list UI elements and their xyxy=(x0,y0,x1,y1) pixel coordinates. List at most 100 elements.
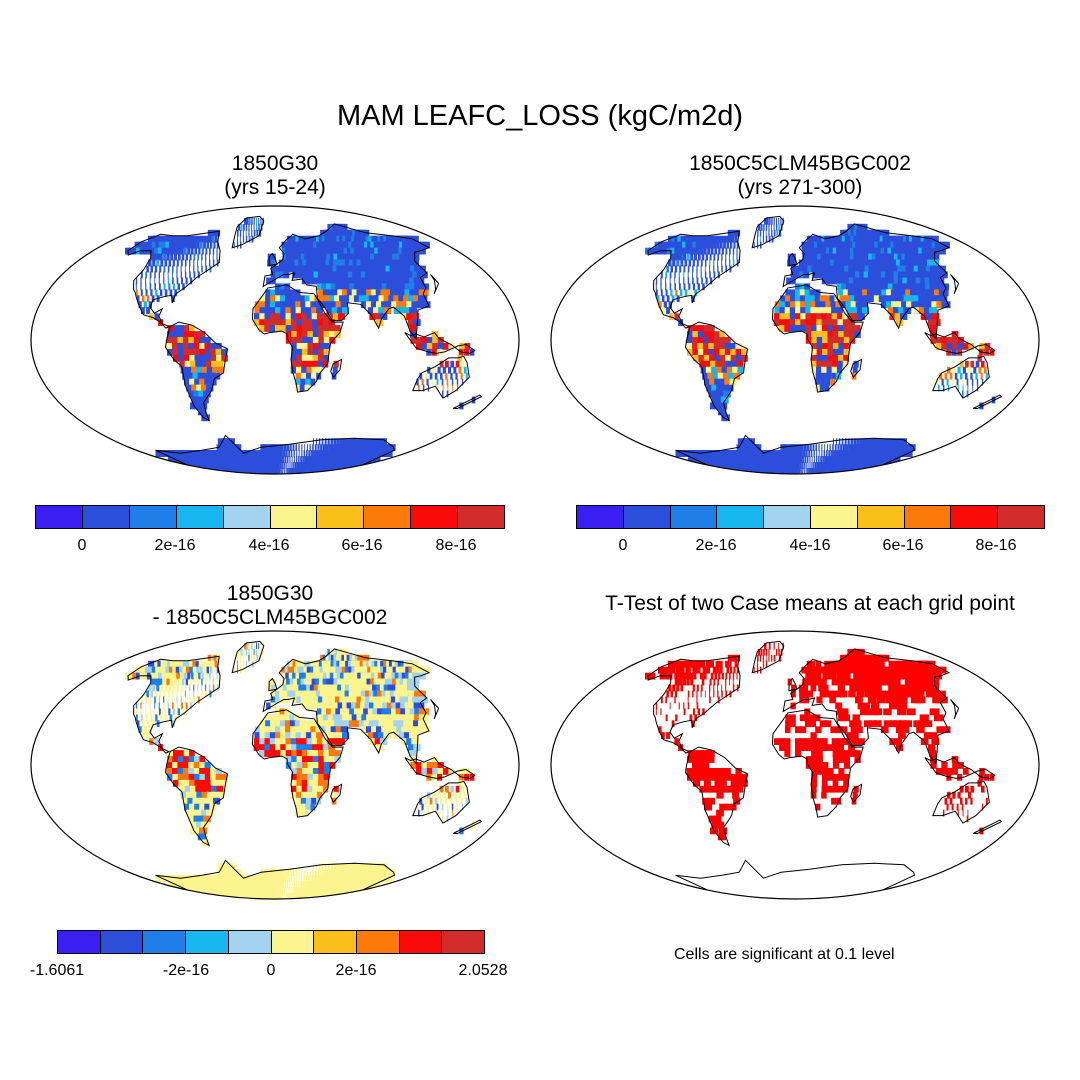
grid-cell xyxy=(260,217,262,225)
grid-cell xyxy=(856,223,868,231)
grid-cell xyxy=(720,785,728,793)
grid-cell xyxy=(259,307,266,314)
grid-cell xyxy=(827,773,834,781)
grid-cell xyxy=(322,289,330,297)
grid-cell xyxy=(178,678,181,686)
grid-cell xyxy=(275,301,281,309)
grid-cell xyxy=(391,726,400,734)
grid-cell xyxy=(810,259,817,267)
grid-cell xyxy=(301,444,303,451)
grid-cell xyxy=(312,750,320,757)
grid-cell xyxy=(432,343,438,350)
grid-cell xyxy=(269,744,276,751)
grid-cell xyxy=(445,372,448,380)
grid-cell xyxy=(313,863,314,871)
grid-cell xyxy=(421,762,428,769)
grid-cell xyxy=(830,277,838,285)
grid-cell xyxy=(325,301,333,309)
grid-cell xyxy=(319,277,327,285)
grid-cell xyxy=(780,217,782,225)
grid-cell xyxy=(298,456,300,463)
grid-cell xyxy=(835,678,843,686)
grid-cell xyxy=(305,378,311,386)
grid-cell xyxy=(298,684,305,692)
grid-cell xyxy=(795,289,801,297)
grid-cell xyxy=(260,881,266,888)
grid-cell xyxy=(688,283,691,291)
grid-cell xyxy=(826,319,834,326)
grid-cell xyxy=(329,756,336,763)
grid-cell xyxy=(167,331,173,338)
grid-cell xyxy=(160,714,163,722)
grid-cell xyxy=(837,750,845,757)
grid-cell xyxy=(461,803,464,811)
grid-cell xyxy=(821,360,828,368)
grid-cell xyxy=(272,881,276,888)
grid-cell xyxy=(843,343,850,350)
grid-cell xyxy=(271,893,275,899)
grid-cell xyxy=(150,253,156,261)
grid-cell xyxy=(900,289,910,297)
grid-cell xyxy=(885,696,895,704)
grid-cell xyxy=(674,696,676,704)
grid-cell xyxy=(890,672,902,680)
grid-cell xyxy=(849,666,858,674)
grid-cell xyxy=(701,277,703,285)
grid-cell xyxy=(838,253,847,261)
coastline-greenland xyxy=(231,215,265,249)
grid-cell xyxy=(810,301,817,309)
grid-cell xyxy=(442,809,444,817)
grid-cell xyxy=(864,678,874,686)
grid-cell xyxy=(713,690,715,698)
grid-cell xyxy=(408,295,418,303)
grid-cell xyxy=(197,696,200,704)
grid-cell xyxy=(797,450,801,457)
grid-cell xyxy=(302,756,309,763)
grid-cell xyxy=(263,881,268,888)
grid-cell xyxy=(154,253,159,261)
grid-cell xyxy=(818,684,825,692)
grid-cell xyxy=(233,666,235,674)
grid-cell xyxy=(353,708,363,716)
grid-cell xyxy=(251,648,252,656)
grid-cell xyxy=(285,462,287,469)
grid-cell xyxy=(290,319,298,326)
grid-cell xyxy=(276,468,279,474)
grid-cell xyxy=(292,235,298,243)
grid-cell xyxy=(805,744,812,751)
grid-cell xyxy=(193,253,196,261)
grid-cell xyxy=(368,720,377,728)
grid-cell xyxy=(163,277,165,285)
grid-cell xyxy=(253,744,260,751)
grid-cell xyxy=(275,744,282,751)
grid-cell xyxy=(315,726,323,734)
grid-cell xyxy=(205,259,207,267)
grid-cell xyxy=(809,295,816,303)
grid-cell xyxy=(835,277,843,285)
grid-cell xyxy=(215,768,222,775)
grid-cell xyxy=(439,785,444,793)
grid-cell xyxy=(696,271,698,279)
grid-cell xyxy=(306,456,310,463)
grid-cell xyxy=(800,319,807,326)
grid-cell xyxy=(901,301,910,309)
grid-cell xyxy=(972,384,974,392)
grid-cell xyxy=(811,462,813,469)
grid-cell xyxy=(214,235,218,243)
grid-cell xyxy=(941,337,948,344)
grid-cell xyxy=(170,253,174,261)
grid-cell xyxy=(300,301,307,309)
grid-cell xyxy=(703,325,710,332)
grid-cell xyxy=(277,869,282,876)
grid-cell xyxy=(909,666,923,674)
grid-cell xyxy=(816,744,823,751)
grid-cell xyxy=(346,277,355,285)
grid-cell xyxy=(201,678,203,686)
grid-cell xyxy=(694,289,698,297)
grid-cell xyxy=(313,696,321,704)
grid-cell xyxy=(860,301,868,309)
grid-cell xyxy=(416,301,426,309)
grid-cell xyxy=(167,271,169,279)
grid-cell xyxy=(821,313,828,320)
grid-cell xyxy=(311,738,319,745)
